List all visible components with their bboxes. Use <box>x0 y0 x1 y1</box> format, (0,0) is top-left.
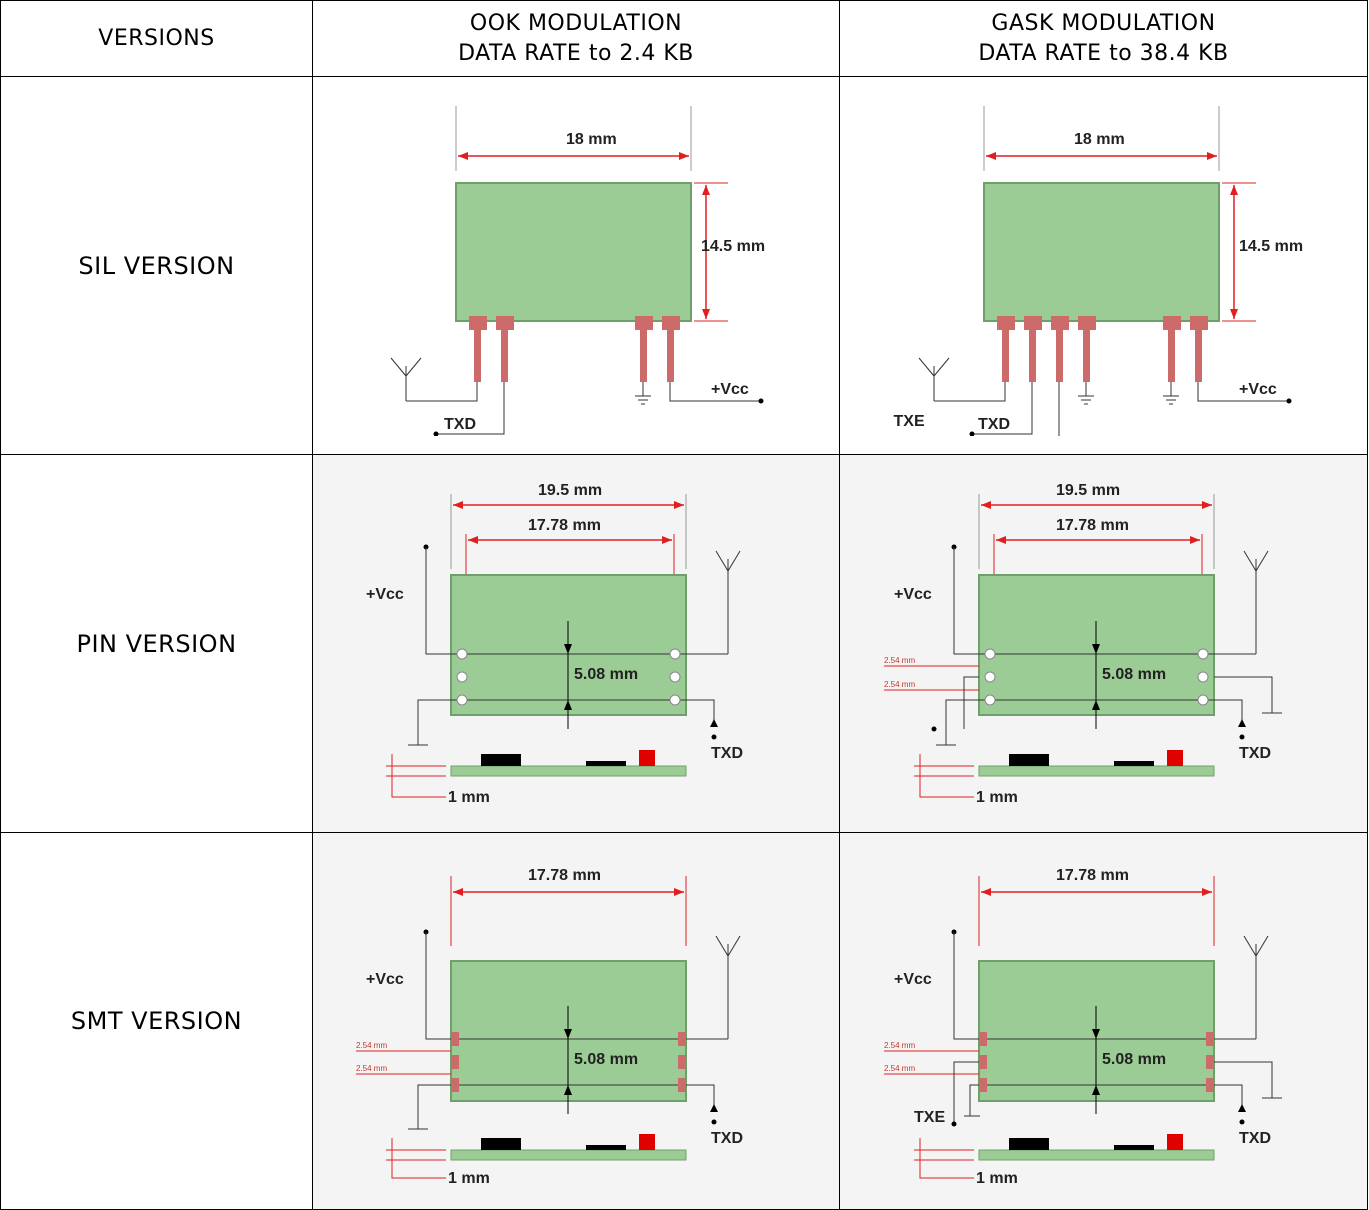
sil-ook-vcc-label: +Vcc <box>711 381 749 398</box>
smt-gask-pads <box>978 1032 1214 1092</box>
smt-ook-vcc-label: +Vcc <box>366 971 404 988</box>
chip <box>586 1145 626 1150</box>
ground-icon <box>635 381 651 404</box>
header-ook-line2: DATA RATE to 2.4 KB <box>458 40 694 66</box>
sil-gask-drawing: 18 mm 14.5 mm <box>839 76 1368 455</box>
sil-gask-vcc-label: +Vcc <box>1239 381 1277 398</box>
sil-ook-pins <box>469 315 680 382</box>
pin-gask-pad-label-1: 2.54 mm <box>884 656 915 665</box>
smt-ook-thick-label: 1 mm <box>448 1170 490 1186</box>
chip <box>586 760 626 766</box>
sil-ook-drawing: 18 mm 14.5 mm <box>312 76 840 455</box>
smt-ook-pad-label-2: 2.54 mm <box>356 1064 387 1073</box>
smt-ook-svg: 17.78 mm 2.54 mm 2.54 mm 5.08 mm +Vcc <box>356 867 743 1186</box>
header-ook: OOK MODULATION DATA RATE to 2.4 KB <box>312 0 840 77</box>
pin-gask-svg: 19.5 mm 17.78 mm 2.54 mm 2.54 mm <box>883 482 1282 806</box>
header-gask-line2: DATA RATE to 38.4 KB <box>978 40 1229 66</box>
smt-ook-pitch-label: 5.08 mm <box>574 1051 638 1068</box>
header-ook-line1: OOK MODULATION <box>469 10 683 36</box>
chip <box>481 753 521 766</box>
sil-gask-width-label: 18 mm <box>1074 131 1125 148</box>
sil-gask-board <box>982 181 1220 322</box>
sil-gask-txe-label: TXE <box>893 412 925 430</box>
header-gask-line1: GASK MODULATION <box>991 10 1216 36</box>
sil-ook-height-label: 14.5 mm <box>701 238 765 255</box>
ground-icon <box>1077 381 1179 404</box>
smt-ook-pads <box>451 1032 686 1092</box>
smt-gask-drawing: 17.78 mm 2.54 mm 2.54 mm 5.08 mm +Vcc <box>839 832 1368 1210</box>
pin-ook-outer-label: 19.5 mm <box>538 482 602 499</box>
sil-ook-width-label: 18 mm <box>566 131 617 148</box>
pin-ook-pitch-label: 5.08 mm <box>574 666 638 683</box>
pin-ook-svg: 19.5 mm 17.78 mm 5.08 mm <box>366 482 743 806</box>
pin-gask-vcc-label: +Vcc <box>894 586 932 603</box>
row-label-smt: SMT VERSION <box>0 832 313 1210</box>
chip <box>1166 749 1183 766</box>
smt-ook-inner-label: 17.78 mm <box>528 867 601 884</box>
chip <box>639 1134 655 1150</box>
pin-ook-holes <box>456 648 681 705</box>
smt-gask-svg: 17.78 mm 2.54 mm 2.54 mm 5.08 mm +Vcc <box>883 867 1282 1186</box>
pin-ook-txd-label: TXD <box>711 745 743 762</box>
smt-ook-drawing: 17.78 mm 2.54 mm 2.54 mm 5.08 mm +Vcc <box>312 832 840 1210</box>
sil-ook-txd-label: TXD <box>444 416 476 433</box>
smt-gask-pitch-label: 5.08 mm <box>1102 1051 1166 1068</box>
smt-gask-thick-label: 1 mm <box>976 1170 1018 1186</box>
sil-gask-height-label: 14.5 mm <box>1239 238 1303 255</box>
chip <box>1113 1145 1154 1150</box>
pin-gask-holes <box>984 648 1208 705</box>
smt-gask-vcc-label: +Vcc <box>894 971 932 988</box>
row-label-pin: PIN VERSION <box>0 454 313 833</box>
chip <box>639 749 655 766</box>
smt-ook-txd-label: TXD <box>711 1130 743 1147</box>
pin-gask-outer-label: 19.5 mm <box>1056 482 1120 499</box>
pin-gask-pad-label-2: 2.54 mm <box>884 680 915 689</box>
pin-gask-drawing: 19.5 mm 17.78 mm 2.54 mm 2.54 mm <box>839 454 1368 833</box>
chip <box>1008 1138 1049 1150</box>
smt-gask-txd-label: TXD <box>1239 1130 1271 1147</box>
chip <box>481 1138 521 1150</box>
sil-gask-svg: 18 mm 14.5 mm <box>918 105 1303 436</box>
sil-ook-svg: 18 mm 14.5 mm <box>390 105 765 436</box>
antenna-icon <box>686 935 741 1040</box>
pin-ook-thick-label: 1 mm <box>448 789 490 806</box>
chip <box>1008 753 1049 766</box>
smt-gask-pad-label-1: 2.54 mm <box>884 1041 915 1050</box>
row-label-sil: SIL VERSION <box>0 76 313 455</box>
header-gask: GASK MODULATION DATA RATE to 38.4 KB <box>839 0 1368 77</box>
antenna-icon <box>1213 550 1268 654</box>
pin-gask-txd-label: TXD <box>1239 745 1271 762</box>
antenna-icon <box>686 550 741 654</box>
smt-gask-pad-label-2: 2.54 mm <box>884 1064 915 1073</box>
smt-gask-inner-label: 17.78 mm <box>1056 867 1129 884</box>
chip <box>1166 1134 1183 1150</box>
header-versions: VERSIONS <box>0 0 313 77</box>
pin-ook-vcc-label: +Vcc <box>366 586 404 603</box>
sil-ook-board <box>455 181 692 322</box>
pin-gask-pitch-label: 5.08 mm <box>1102 666 1166 683</box>
pin-ook-inner-label: 17.78 mm <box>528 517 601 534</box>
pin-gask-thick-label: 1 mm <box>976 789 1018 806</box>
sil-gask-txd-label: TXD <box>978 416 1010 433</box>
chip <box>1113 760 1154 766</box>
antenna-icon <box>1213 935 1268 1040</box>
pin-ook-drawing: 19.5 mm 17.78 mm 5.08 mm <box>312 454 840 833</box>
smt-gask-txe-label: TXE <box>914 1109 945 1126</box>
antenna-icon <box>918 357 1005 401</box>
smt-ook-pad-label-1: 2.54 mm <box>356 1041 387 1050</box>
sil-gask-pins <box>996 315 1208 382</box>
antenna-icon <box>390 357 478 401</box>
pin-gask-inner-label: 17.78 mm <box>1056 517 1129 534</box>
